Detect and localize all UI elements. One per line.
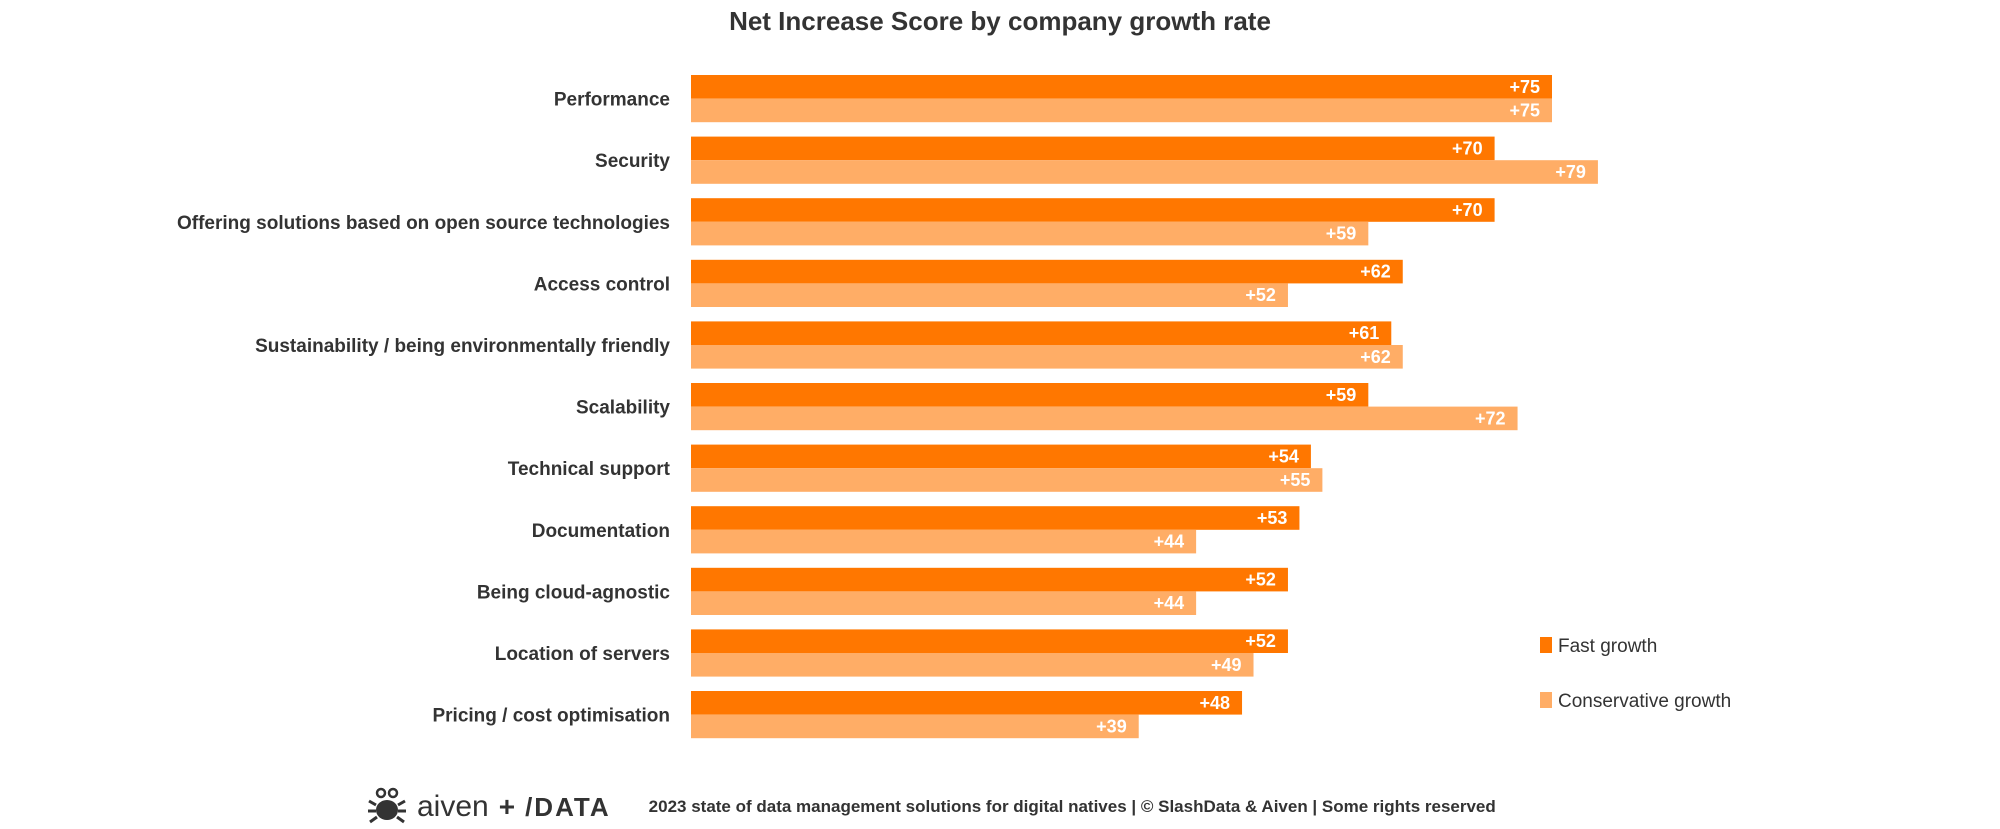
logo: aiven + /DATA (367, 787, 611, 827)
bar-fast (691, 567, 1288, 592)
data-label: +62 (1360, 262, 1391, 282)
bar-conservative (691, 406, 1518, 431)
data-label: +75 (1509, 100, 1540, 120)
bar-fast (691, 444, 1311, 469)
logo-plus: + (498, 791, 516, 822)
data-label: +52 (1245, 631, 1276, 651)
bar-conservative (691, 591, 1197, 615)
category-label: Offering solutions based on open source … (177, 213, 670, 234)
category-label: Performance (554, 90, 670, 111)
data-label: +70 (1452, 138, 1483, 158)
bar-fast (691, 321, 1392, 345)
category-label: Security (595, 151, 670, 172)
data-label: +44 (1154, 593, 1185, 613)
data-label: +39 (1096, 716, 1127, 736)
category-label: Documentation (532, 521, 670, 542)
bar-fast (691, 691, 1243, 715)
bar-fast (691, 198, 1495, 222)
legend-swatch (1540, 692, 1552, 708)
bar-conservative (691, 283, 1288, 307)
data-label: +44 (1154, 532, 1185, 552)
category-label: Technical support (508, 459, 671, 480)
data-label: +49 (1211, 655, 1242, 675)
legend-label: Fast growth (1558, 636, 1657, 657)
bar-conservative (691, 221, 1369, 246)
category-label: Being cloud-agnostic (477, 582, 671, 603)
bar-conservative (691, 529, 1197, 554)
data-label: +52 (1245, 285, 1276, 305)
data-label: +62 (1360, 347, 1391, 367)
chart-title: Net Increase Score by company growth rat… (729, 6, 1271, 36)
bar-conservative (691, 98, 1552, 123)
data-label: +59 (1326, 385, 1357, 405)
bar-conservative (691, 468, 1323, 492)
data-label: +61 (1349, 323, 1380, 343)
data-label: +54 (1268, 446, 1299, 466)
category-label: Location of servers (495, 644, 670, 665)
bar-fast (691, 259, 1403, 284)
data-label: +55 (1280, 470, 1311, 490)
bar-fast (691, 383, 1369, 407)
bar-fast (691, 629, 1288, 653)
data-label: +48 (1199, 693, 1230, 713)
bar-conservative (691, 345, 1403, 369)
legend-swatch (1540, 637, 1552, 653)
category-label: Access control (534, 274, 670, 295)
data-label: +72 (1475, 408, 1506, 428)
category-label: Sustainability / being environmentally f… (255, 336, 670, 357)
category-label: Scalability (576, 398, 670, 419)
crab-icon (368, 787, 406, 824)
logo-aiven: aiven (417, 790, 489, 823)
footer: aiven + /DATA 2023 state of data managem… (367, 787, 1496, 824)
data-label: +70 (1452, 200, 1483, 220)
data-label: +59 (1326, 224, 1357, 244)
category-label: Pricing / cost optimisation (432, 706, 670, 727)
bar-conservative (691, 714, 1139, 739)
bar-fast (691, 75, 1552, 99)
data-label: +75 (1509, 77, 1540, 97)
data-label: +52 (1245, 570, 1276, 590)
logo-slashdata: /DATA (525, 791, 611, 822)
bar-fast (691, 136, 1495, 161)
bar-fast (691, 506, 1300, 530)
legend-label: Conservative growth (1558, 691, 1731, 712)
footer-text: 2023 state of data management solutions … (648, 797, 1496, 816)
bar-conservative (691, 160, 1598, 184)
data-label: +53 (1257, 508, 1288, 528)
bar-conservative (691, 653, 1254, 677)
data-label: +79 (1555, 162, 1586, 182)
